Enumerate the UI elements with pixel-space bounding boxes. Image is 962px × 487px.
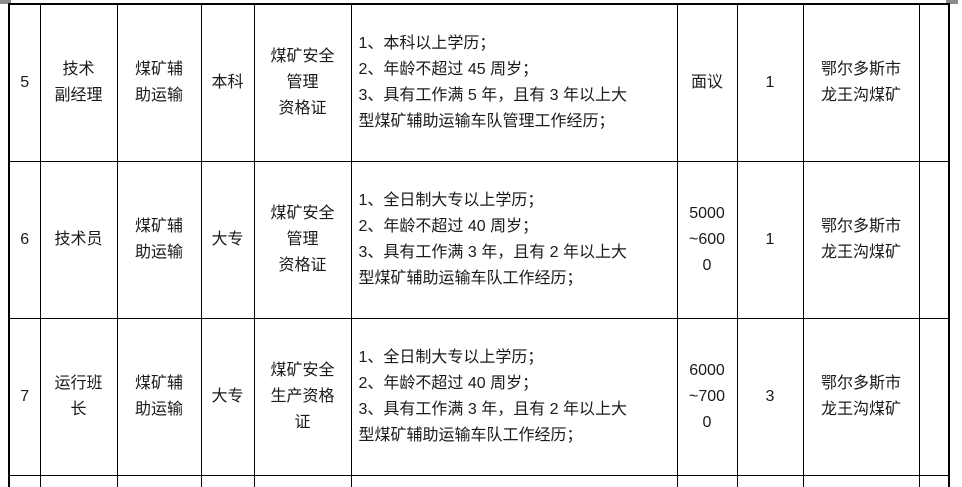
cell-certificate: 煤矿安全 管理 资格证	[253, 161, 352, 319]
cell-salary: 5000 ~600 0	[676, 161, 738, 319]
cell-position: 技术员	[39, 161, 118, 319]
cell-note	[918, 161, 950, 319]
requirements-text: 1、本科以上学历； 2、年龄不超过 45 周岁； 3、具有工作满 5 年，且有 …	[358, 35, 627, 130]
cell-note	[918, 318, 950, 476]
requirements-text: 1、全日制大专以上学历； 2、年龄不超过 40 周岁； 3、具有工作满 3 年，…	[358, 192, 627, 287]
cell-row-number: 8	[8, 475, 41, 487]
cell-department: 煤矿辅 助运输	[116, 3, 202, 162]
cell-location: 鄂尔多斯市 龙王沟煤矿	[802, 3, 920, 162]
page-edge-mark-left	[0, 0, 11, 4]
table-row: 8 维修班 长 煤矿辅 助运输 大专 煤矿安全 生产资格 证 1、全日制大专以上…	[8, 475, 950, 487]
cell-requirements: 1、全日制大专以上学历； 2、年龄不超过 40 周岁； 3、具有工作满 3 年，…	[350, 161, 678, 319]
cell-location: 鄂尔多斯市 龙王沟煤矿	[802, 318, 920, 476]
page-edge-mark-right	[946, 0, 958, 4]
cell-requirements: 1、全日制大专以上学历； 2、年龄不超过 40 周岁； 3、具有工作满 3 年，…	[350, 318, 678, 476]
cell-row-number: 7	[8, 318, 41, 476]
requirements-text: 1、全日制大专以上学历； 2、年龄不超过 40 周岁； 3、具有工作满 3 年，…	[358, 349, 627, 444]
cell-salary: 面议	[676, 3, 738, 162]
table-row: 6 技术员 煤矿辅 助运输 大专 煤矿安全 管理 资格证 1、全日制大专以上学历…	[8, 161, 950, 319]
cell-location: 鄂尔多斯市 龙王沟煤矿	[802, 475, 920, 487]
cell-requirements: 1、全日制大专以上学历； 2、年龄不超过 40 周岁； 3、具有工作满 3 年，…	[350, 475, 678, 487]
cell-headcount: 1	[736, 161, 804, 319]
cell-certificate: 煤矿安全 生产资格 证	[253, 318, 352, 476]
cell-salary: 6000 ~700 0	[676, 475, 738, 487]
cell-education: 大专	[200, 475, 255, 487]
cell-certificate: 煤矿安全 生产资格 证	[253, 475, 352, 487]
cell-position: 维修班 长	[39, 475, 118, 487]
cell-salary: 6000 ~700 0	[676, 318, 738, 476]
cell-education: 本科	[200, 3, 255, 162]
table-row: 5 技术 副经理 煤矿辅 助运输 本科 煤矿安全 管理 资格证 1、本科以上学历…	[8, 3, 950, 162]
cell-note	[918, 3, 950, 162]
cell-requirements: 1、本科以上学历； 2、年龄不超过 45 周岁； 3、具有工作满 5 年，且有 …	[350, 3, 678, 162]
job-postings-table: 5 技术 副经理 煤矿辅 助运输 本科 煤矿安全 管理 资格证 1、本科以上学历…	[8, 3, 950, 487]
cell-headcount: 3	[736, 318, 804, 476]
cell-department: 煤矿辅 助运输	[116, 475, 202, 487]
table-row: 7 运行班 长 煤矿辅 助运输 大专 煤矿安全 生产资格 证 1、全日制大专以上…	[8, 318, 950, 476]
cell-education: 大专	[200, 318, 255, 476]
cell-row-number: 5	[8, 3, 41, 162]
cell-note	[918, 475, 950, 487]
cell-headcount: 1	[736, 3, 804, 162]
cell-position: 技术 副经理	[39, 3, 118, 162]
cell-location: 鄂尔多斯市 龙王沟煤矿	[802, 161, 920, 319]
cell-department: 煤矿辅 助运输	[116, 318, 202, 476]
cell-row-number: 6	[8, 161, 41, 319]
cell-headcount: 1	[736, 475, 804, 487]
cell-certificate: 煤矿安全 管理 资格证	[253, 3, 352, 162]
cell-education: 大专	[200, 161, 255, 319]
cell-position: 运行班 长	[39, 318, 118, 476]
cell-department: 煤矿辅 助运输	[116, 161, 202, 319]
